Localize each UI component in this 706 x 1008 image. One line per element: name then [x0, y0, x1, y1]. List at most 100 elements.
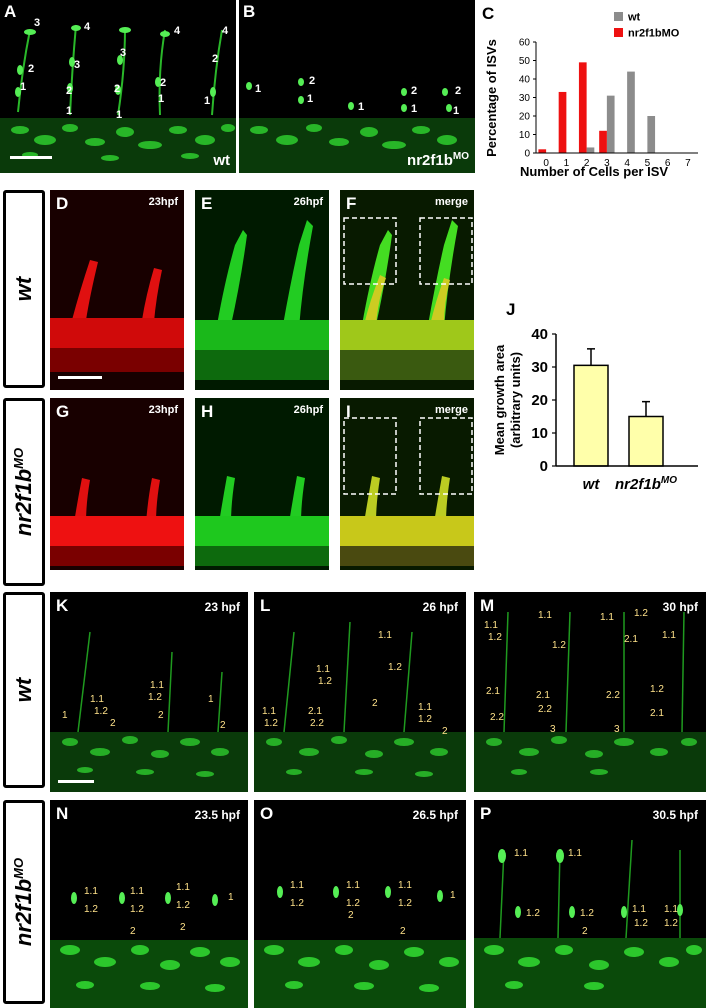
- cell-label: 2: [400, 926, 406, 937]
- bar-wt: [627, 71, 635, 153]
- panel-letter: C: [482, 4, 495, 23]
- panel-i: I merge: [340, 398, 474, 570]
- bar: [628, 415, 664, 467]
- bar-nr2f1bMO: [558, 91, 567, 153]
- x-axis-title: Number of Cells per ISV: [520, 164, 668, 179]
- panel-b-image: 1 2 1 1 2 2 1 1: [239, 75, 475, 173]
- row-label-sup: MO: [10, 857, 26, 879]
- cell-label: 1.1: [346, 880, 360, 891]
- cell-label: 2: [110, 718, 116, 729]
- cell-label: 1.1: [150, 680, 164, 691]
- cell-label: 2: [442, 726, 448, 737]
- x-tick-label-base: nr2f1b: [615, 476, 661, 493]
- panel-letter: J: [506, 300, 516, 319]
- cell-num: 3: [34, 17, 40, 29]
- panel-j: J 0 10 20 30 40 wt nr2f1bMO Mean growth area (ar…: [476, 296, 706, 496]
- cell-label: 1.2: [346, 898, 360, 909]
- cell-num: 2: [160, 77, 166, 89]
- x-tick-label: wt: [583, 476, 601, 493]
- panel-letter: E: [201, 194, 213, 213]
- legend-label: wt: [627, 12, 641, 24]
- cell-num: 4: [222, 25, 229, 37]
- time-label: 23hpf: [148, 196, 178, 208]
- x-tick-label: nr2f1bMO: [615, 475, 677, 493]
- cell-label: 1.1: [568, 848, 582, 859]
- time-label: 26 hpf: [422, 600, 458, 614]
- cell-label: 1: [228, 892, 234, 903]
- scale-bar: [58, 376, 102, 379]
- cell-label: 1.1: [84, 886, 98, 897]
- cell-label: 1.1: [90, 694, 104, 705]
- cell-label: 2.2: [606, 690, 620, 701]
- cell-label: 1: [208, 694, 214, 705]
- x-tick-label: 4: [624, 158, 630, 169]
- cell-num: 1: [116, 109, 122, 121]
- y-tick-label: 20: [531, 392, 548, 409]
- row-label-mo-2: nr2f1bMO: [3, 800, 45, 1004]
- cell-label: 1.1: [538, 610, 552, 621]
- panel-h: H 26hpf: [195, 398, 329, 570]
- cell-label: 1.1: [130, 886, 144, 897]
- cell-num: 3: [74, 59, 80, 71]
- time-label: 23.5 hpf: [194, 808, 240, 822]
- panel-i-image: [340, 398, 474, 570]
- panel-letter: M: [480, 596, 495, 615]
- time-label: 23 hpf: [204, 600, 240, 614]
- time-label: 23hpf: [148, 404, 178, 416]
- bar-nr2f1bMO: [599, 130, 607, 153]
- cell-label: 1: [62, 710, 68, 721]
- panel-m-image: 1.1 1.2 1.1 1.2 1.1 1.2 2.1 1.1 2.1 2.2 …: [474, 592, 706, 792]
- panel-p-image: 1.1 1.1 1.2 1.2 2 1.1 1.2 1.1 1.2: [474, 800, 706, 1008]
- legend-swatch: [614, 12, 623, 21]
- panel-letter: H: [201, 402, 214, 421]
- x-tick-label: 1: [564, 158, 570, 169]
- cell-num: 4: [174, 25, 181, 37]
- panel-n-image: 1.1 1.2 1.1 1.2 1.1 1.2 1 2 2: [50, 800, 248, 1008]
- cell-label: 3: [614, 724, 620, 735]
- cell-label: 1.2: [176, 900, 190, 911]
- cell-label: 1.2: [552, 640, 566, 651]
- condition-base: nr2f1b: [407, 152, 453, 169]
- cell-label: 1.2: [264, 718, 278, 729]
- panel-letter: P: [480, 804, 492, 823]
- cell-label: 1.1: [662, 630, 676, 641]
- panel-a: 3 4 4 4 2 3 3 2 1 2 2 2 1 1 1 1 A wt: [0, 0, 236, 173]
- panel-n: 1.1 1.2 1.1 1.2 1.1 1.2 1 2 2 N 23.5 hpf: [50, 800, 248, 1008]
- cell-label: 2.2: [538, 704, 552, 715]
- row-label-sup: MO: [10, 447, 26, 469]
- x-tick-label-sup: MO: [661, 475, 677, 486]
- cell-label: 1.1: [484, 620, 498, 631]
- chart-c: 0 10 20 30 40 50 60 0 1 2 3 4 5 6 7 Number of Cells per…: [484, 12, 698, 179]
- scale-bar: [10, 156, 52, 159]
- cell-label: 2: [130, 926, 136, 937]
- cell-label: 1.1: [398, 880, 412, 891]
- y-axis-title: Percentage of ISVs: [484, 39, 499, 157]
- panel-b: 1 2 1 1 2 2 1 1 B nr2f1bMO: [239, 0, 475, 173]
- panel-e: E 26hpf: [195, 190, 329, 390]
- row-label-wt-1: wt: [3, 190, 45, 388]
- cell-label: 2.1: [650, 708, 664, 719]
- cell-label: 1.1: [176, 882, 190, 893]
- cell-num: 2: [309, 75, 315, 87]
- y-tick-label: 30: [519, 93, 531, 104]
- cell-label: 2.1: [486, 686, 500, 697]
- cell-label: 1.2: [664, 918, 678, 929]
- bar-wt: [647, 116, 656, 153]
- cell-num: 1: [66, 105, 72, 117]
- cell-label: 1.2: [318, 676, 332, 687]
- cell-num: 1: [204, 95, 210, 107]
- cell-num: 1: [358, 101, 364, 113]
- panel-letter: G: [56, 402, 70, 421]
- panel-letter: A: [4, 2, 17, 21]
- row-label-base: nr2f1b: [11, 878, 37, 947]
- time-label: 30 hpf: [662, 600, 698, 614]
- y-tick-label: 30: [531, 359, 548, 376]
- y-tick-label: 40: [519, 75, 531, 86]
- cell-label: 1.2: [94, 706, 108, 717]
- cell-label: 1.2: [634, 608, 648, 619]
- cell-num: 1: [255, 83, 261, 95]
- panel-d: D 23hpf: [50, 190, 184, 390]
- panel-p: 1.1 1.1 1.2 1.2 2 1.1 1.2 1.1 1.2 P 30.5…: [474, 800, 706, 1008]
- cell-label: 2: [582, 926, 588, 937]
- cell-label: 2: [220, 720, 226, 731]
